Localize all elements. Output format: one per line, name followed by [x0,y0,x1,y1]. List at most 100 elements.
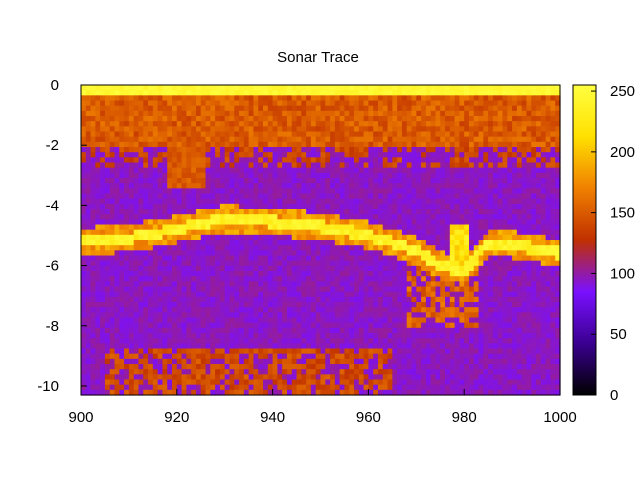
heatmap-cell [215,379,221,386]
heatmap-cell [181,245,187,251]
heatmap-cell [440,147,446,153]
heatmap-cell [373,389,379,396]
heatmap-cell [430,188,437,195]
heatmap-cell [148,121,154,127]
heatmap-cell [445,141,451,148]
heatmap-cell [210,95,216,102]
heatmap-cell [430,131,437,138]
heatmap-cell [181,219,187,226]
heatmap-cell [473,240,480,246]
heatmap-cell [301,302,307,308]
heatmap-cell [301,317,307,324]
heatmap-cell [186,260,192,267]
heatmap-cell [330,327,336,334]
heatmap-cell [416,374,422,381]
heatmap-cell [416,178,422,184]
heatmap-cell [334,178,341,184]
heatmap-cell [124,152,130,158]
heatmap-cell [152,188,159,195]
heatmap-cell [464,172,470,179]
heatmap-cell [191,136,197,143]
heatmap-cell [315,131,322,138]
heatmap-cell [162,271,168,277]
heatmap-cell [210,229,216,236]
heatmap-cell [215,234,221,241]
heatmap-cell [473,369,480,375]
heatmap-cell [310,172,317,179]
heatmap-cell [459,105,465,112]
heatmap-cell [191,167,197,174]
heatmap-cell [373,271,379,277]
heatmap-cell [310,167,317,174]
heatmap-cell [406,136,413,143]
heatmap-cell [291,121,298,127]
heatmap-cell [200,183,207,189]
heatmap-cell [392,116,398,122]
heatmap-cell [195,198,202,205]
heatmap-cell [334,281,341,288]
heatmap-cell [119,224,125,231]
heatmap-cell [258,188,264,195]
heatmap-cell [363,131,369,138]
heatmap-cell [81,198,87,205]
heatmap-cell [234,245,240,251]
heatmap-cell [445,260,451,267]
heatmap-cell [478,126,484,133]
heatmap-cell [401,214,408,220]
heatmap-cell [248,95,255,102]
heatmap-cell [377,333,384,339]
heatmap-cell [253,136,259,143]
heatmap-cell [373,110,379,117]
heatmap-cell [459,333,465,339]
heatmap-cell [440,90,446,96]
heatmap-cell [176,374,183,381]
heatmap-cell [124,121,130,127]
heatmap-cell [176,188,183,195]
heatmap-cell [133,271,140,277]
heatmap-cell [205,343,211,350]
heatmap-cell [464,178,470,184]
heatmap-cell [90,250,96,257]
heatmap-cell [377,110,384,117]
heatmap-cell [330,178,336,184]
heatmap-cell [454,110,461,117]
heatmap-cell [133,255,140,262]
heatmap-cell [320,136,326,143]
heatmap-cell [234,105,240,112]
heatmap-cell [124,379,130,386]
heatmap-cell [133,353,140,360]
heatmap-cell [368,240,374,246]
heatmap-cell [296,203,302,210]
heatmap-cell [464,162,470,169]
heatmap-cell [191,389,197,396]
heatmap-cell [186,121,192,127]
heatmap-cell [234,384,240,391]
heatmap-cell [325,188,331,195]
heatmap-cell [425,250,432,257]
heatmap-cell [248,90,255,96]
heatmap-cell [416,126,422,133]
heatmap-cell [234,162,240,169]
heatmap-cell [109,327,116,334]
heatmap-cell [263,105,269,112]
heatmap-cell [239,245,245,251]
heatmap-cell [421,219,427,226]
heatmap-cell [148,276,154,282]
heatmap-cell [167,198,173,205]
heatmap-cell [191,105,197,112]
heatmap-cell [90,203,96,210]
heatmap-cell [344,105,350,112]
heatmap-cell [411,136,417,143]
heatmap-cell [406,214,413,220]
heatmap-cell [377,214,384,220]
heatmap-cell [210,157,216,164]
heatmap-cell [109,348,116,355]
heatmap-cell [229,178,235,184]
heatmap-cell [373,214,379,220]
heatmap-cell [464,296,470,303]
heatmap-cell [248,219,255,226]
heatmap-cell [272,100,278,107]
heatmap-cell [416,234,422,241]
heatmap-cell [363,234,369,241]
heatmap-cell [464,348,470,355]
